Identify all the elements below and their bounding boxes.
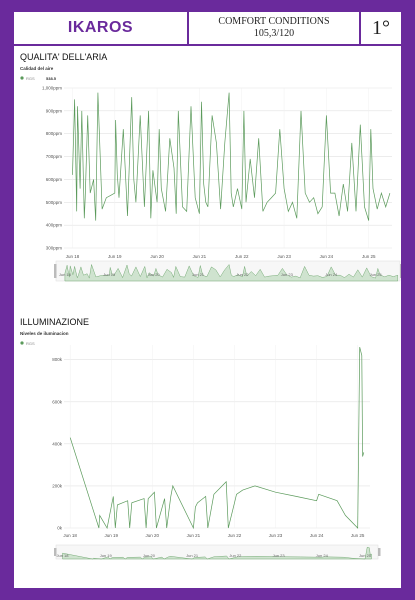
y-tick-label: 500ppm — [46, 200, 63, 205]
navigator-series-area — [64, 264, 398, 282]
navigator-right-handle[interactable] — [378, 548, 381, 556]
series-line-rgs — [69, 347, 365, 530]
legend-marker — [20, 341, 24, 345]
rank-number: 1° — [372, 16, 390, 39]
legend-marker — [20, 76, 24, 80]
chart-title: Niveles de iluminacion — [20, 331, 69, 336]
navigator-tick-label: Jun 22 — [236, 272, 249, 277]
x-tick-label: Jun 24 — [320, 254, 334, 259]
illumination-chart[interactable]: Niveles de iluminacion RGS 800k 600k 400k 200… — [14, 327, 401, 567]
navigator-left-handle[interactable] — [54, 264, 57, 278]
navigator-tick-label: Jun 25 — [359, 553, 372, 558]
x-tick-label: Jun 24 — [310, 533, 324, 538]
chart-title: Calidad del aire — [20, 66, 54, 71]
navigator-tick-label: Jun 23 — [273, 553, 286, 558]
y-tick-label: 900ppm — [46, 108, 63, 113]
navigator-left-handle[interactable] — [54, 548, 57, 556]
report-page: IKAROS COMFORT CONDITIONS 105,3/120 1° Q… — [14, 12, 401, 588]
y-tick-label: 200k — [52, 483, 63, 488]
navigator-tick-label: Jun 24 — [325, 272, 338, 277]
y-tick-label: 600ppm — [46, 177, 63, 182]
x-tick-label: Jun 20 — [146, 533, 160, 538]
y-tick-label: 700ppm — [46, 154, 63, 159]
y-tick-label: 300ppm — [46, 246, 63, 251]
comfort-title: COMFORT CONDITIONS — [218, 16, 330, 27]
navigator-tick-label: Jun 22 — [229, 553, 242, 558]
x-tick-label: Jun 21 — [187, 533, 201, 538]
navigator-tick-label: Jun 24 — [316, 553, 329, 558]
x-tick-label: Jun 23 — [277, 254, 291, 259]
y-tick-label: 800k — [52, 357, 63, 362]
illumination-section-title: ILLUMINAZIONE — [20, 317, 90, 327]
x-tick-label: Jun 25 — [351, 533, 365, 538]
y-tick-label: 1,000ppm — [42, 86, 62, 91]
navigator-right-handle[interactable] — [400, 264, 401, 278]
y-tick-label: 600k — [52, 399, 63, 404]
navigator-tick-label: Jun 21 — [192, 272, 205, 277]
navigator-tick-label: Jun 18 — [59, 272, 72, 277]
x-tick-label: Jun 20 — [150, 254, 164, 259]
y-tick-label: 800ppm — [46, 131, 63, 136]
x-tick-label: Jun 25 — [362, 254, 376, 259]
x-tick-label: Jun 19 — [104, 533, 118, 538]
navigator-tick-label: Jun 19 — [103, 272, 116, 277]
air-quality-chart[interactable]: Calidad del aire RGS 538.5 1,000ppm 900ppm 80… — [14, 62, 401, 300]
brand-title: IKAROS — [14, 12, 189, 44]
navigator-tick-label: Jun 23 — [281, 272, 294, 277]
y-tick-label: 400k — [52, 441, 63, 446]
navigator-tick-label: Jun 19 — [100, 553, 113, 558]
legend-label: RGS — [26, 341, 35, 346]
x-tick-label: Jun 19 — [108, 254, 122, 259]
legend-label: RGS — [26, 76, 35, 81]
x-tick-label: Jun 18 — [66, 254, 80, 259]
report-header: IKAROS COMFORT CONDITIONS 105,3/120 1° — [14, 12, 401, 46]
series-line-rgs — [72, 92, 391, 221]
navigator-tick-label: Jun 18 — [56, 553, 69, 558]
x-tick-label: Jun 22 — [228, 533, 242, 538]
navigator-tick-label: Jun 20 — [148, 272, 161, 277]
comfort-conditions-box: COMFORT CONDITIONS 105,3/120 — [189, 12, 361, 44]
navigator-tick-label: Jun 20 — [143, 553, 156, 558]
x-tick-label: Jun 21 — [193, 254, 207, 259]
legend-value: 538.5 — [46, 76, 57, 81]
x-tick-label: Jun 22 — [235, 254, 249, 259]
air-quality-section-title: QUALITA' DELL'ARIA — [20, 52, 108, 62]
navigator-tick-label: Jun 25 — [370, 272, 383, 277]
y-tick-label: 400ppm — [46, 223, 63, 228]
navigator-tick-label: Jun 21 — [186, 553, 199, 558]
x-tick-label: Jun 18 — [63, 533, 77, 538]
y-tick-label: 0k — [57, 526, 63, 531]
comfort-score: 105,3/120 — [253, 28, 295, 39]
x-tick-label: Jun 23 — [269, 533, 283, 538]
navigator-series-area — [62, 546, 372, 560]
